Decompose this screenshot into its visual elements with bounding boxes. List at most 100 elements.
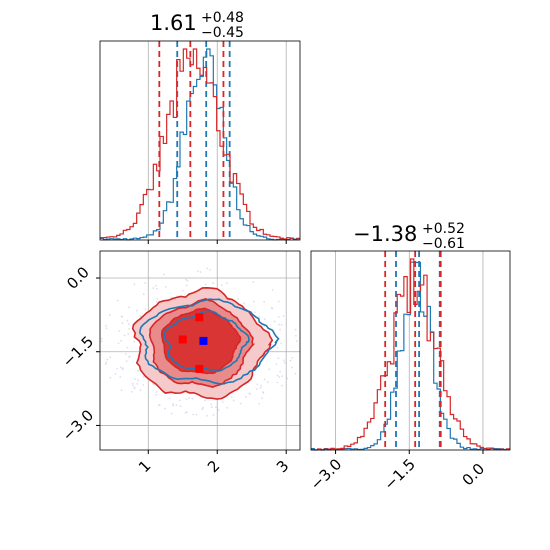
scatter-point xyxy=(185,398,188,401)
scatter-point xyxy=(132,384,135,387)
axes-frame xyxy=(99,250,301,451)
scatter-point xyxy=(128,306,130,309)
scatter-point xyxy=(155,391,158,394)
scatter-point xyxy=(221,401,224,404)
scatter-point xyxy=(105,327,108,330)
scatter-point xyxy=(163,273,165,276)
scatter-point xyxy=(186,411,188,414)
scatter-point xyxy=(120,389,123,392)
scatter-point xyxy=(154,284,157,287)
scatter-point xyxy=(276,374,279,377)
scatter-point xyxy=(220,284,223,287)
scatter-point xyxy=(120,339,123,342)
scatter-point xyxy=(215,406,217,409)
scatter-point xyxy=(186,279,189,282)
x-tick-label: 3 xyxy=(273,457,292,476)
scatter-point xyxy=(212,282,215,285)
marker-red xyxy=(178,335,187,344)
scatter-point xyxy=(153,383,156,386)
scatter-point xyxy=(204,283,207,286)
scatter-point xyxy=(232,399,235,402)
x-tick-label: 2 xyxy=(204,457,223,476)
scatter-point xyxy=(127,333,130,336)
scatter-point xyxy=(277,300,280,303)
scatter-point xyxy=(204,399,207,402)
scatter-point xyxy=(285,348,288,351)
scatter-point xyxy=(294,334,297,337)
scatter-point xyxy=(123,334,126,337)
scatter-point xyxy=(109,356,112,359)
scatter-point xyxy=(266,381,269,383)
x-tick-label: −3.0 xyxy=(307,455,345,493)
scatter-point xyxy=(179,405,182,408)
scatter-point xyxy=(263,378,266,381)
title-y-plus: +0.52 xyxy=(422,221,465,237)
scatter-point xyxy=(263,318,266,320)
scatter-point xyxy=(281,384,284,387)
scatter-point xyxy=(142,376,145,379)
scatter-point xyxy=(258,402,260,405)
scatter-point xyxy=(206,414,208,417)
histogram-series-red xyxy=(100,48,300,241)
scatter-point xyxy=(118,329,121,332)
scatter-point xyxy=(195,413,198,416)
title-x-minus: −0.45 xyxy=(201,25,244,41)
scatter-point xyxy=(137,379,140,382)
scatter-point xyxy=(119,366,122,369)
scatter-point xyxy=(135,309,138,312)
scatter-point xyxy=(225,282,228,285)
scatter-point xyxy=(172,404,174,407)
scatter-point xyxy=(144,308,147,311)
scatter-point xyxy=(230,396,233,399)
scatter-point xyxy=(217,408,220,411)
y-tick-label: 0.0 xyxy=(63,263,93,293)
histogram-series-red xyxy=(311,258,510,451)
scatter-point xyxy=(243,302,245,305)
x-tick-label: 0.0 xyxy=(459,460,489,490)
histogram-series-blue xyxy=(100,48,300,241)
marker-red xyxy=(195,364,204,373)
scatter-point xyxy=(239,402,242,405)
scatter-point xyxy=(155,300,158,303)
scatter-point xyxy=(104,363,107,366)
scatter-point xyxy=(170,412,173,415)
scatter-point xyxy=(136,369,139,372)
y-tick-label: −3.0 xyxy=(59,406,97,444)
axes-frame xyxy=(310,250,511,451)
scatter-point xyxy=(133,387,136,390)
scatter-point xyxy=(121,322,124,325)
scatter-point xyxy=(119,376,122,378)
scatter-point xyxy=(144,281,147,284)
scatter-point xyxy=(117,342,120,345)
scatter-point xyxy=(212,414,215,416)
scatter-point xyxy=(121,315,123,318)
scatter-point xyxy=(261,397,263,399)
scatter-point xyxy=(277,315,280,318)
scatter-point xyxy=(133,340,136,343)
density-panel-2d: 1 2 3 0.0 −1.5 −3.0 xyxy=(59,250,301,476)
scatter-point xyxy=(280,323,283,326)
scatter-point xyxy=(254,311,256,314)
scatter-point xyxy=(283,359,285,362)
scatter-point xyxy=(105,361,108,364)
y-tick-label: −1.5 xyxy=(59,332,97,370)
title-y-minus: −0.61 xyxy=(422,236,465,252)
scatter-point xyxy=(191,397,194,400)
scatter-point xyxy=(295,340,298,343)
scatter-point xyxy=(185,284,188,287)
scatter-point xyxy=(209,269,211,271)
scatter-point xyxy=(281,375,283,378)
scatter-point xyxy=(294,328,297,331)
scatter-point xyxy=(258,315,261,318)
scatter-point xyxy=(142,293,145,296)
scatter-point xyxy=(197,270,199,273)
scatter-point xyxy=(279,328,281,331)
histogram-panel-y: −3.0 −1.5 0.0 xyxy=(307,250,511,494)
scatter-point xyxy=(178,399,181,402)
axes-frame xyxy=(99,40,301,241)
scatter-point xyxy=(210,403,213,406)
scatter-point xyxy=(278,376,281,378)
scatter-point xyxy=(256,383,259,386)
scatter-point xyxy=(184,411,187,414)
